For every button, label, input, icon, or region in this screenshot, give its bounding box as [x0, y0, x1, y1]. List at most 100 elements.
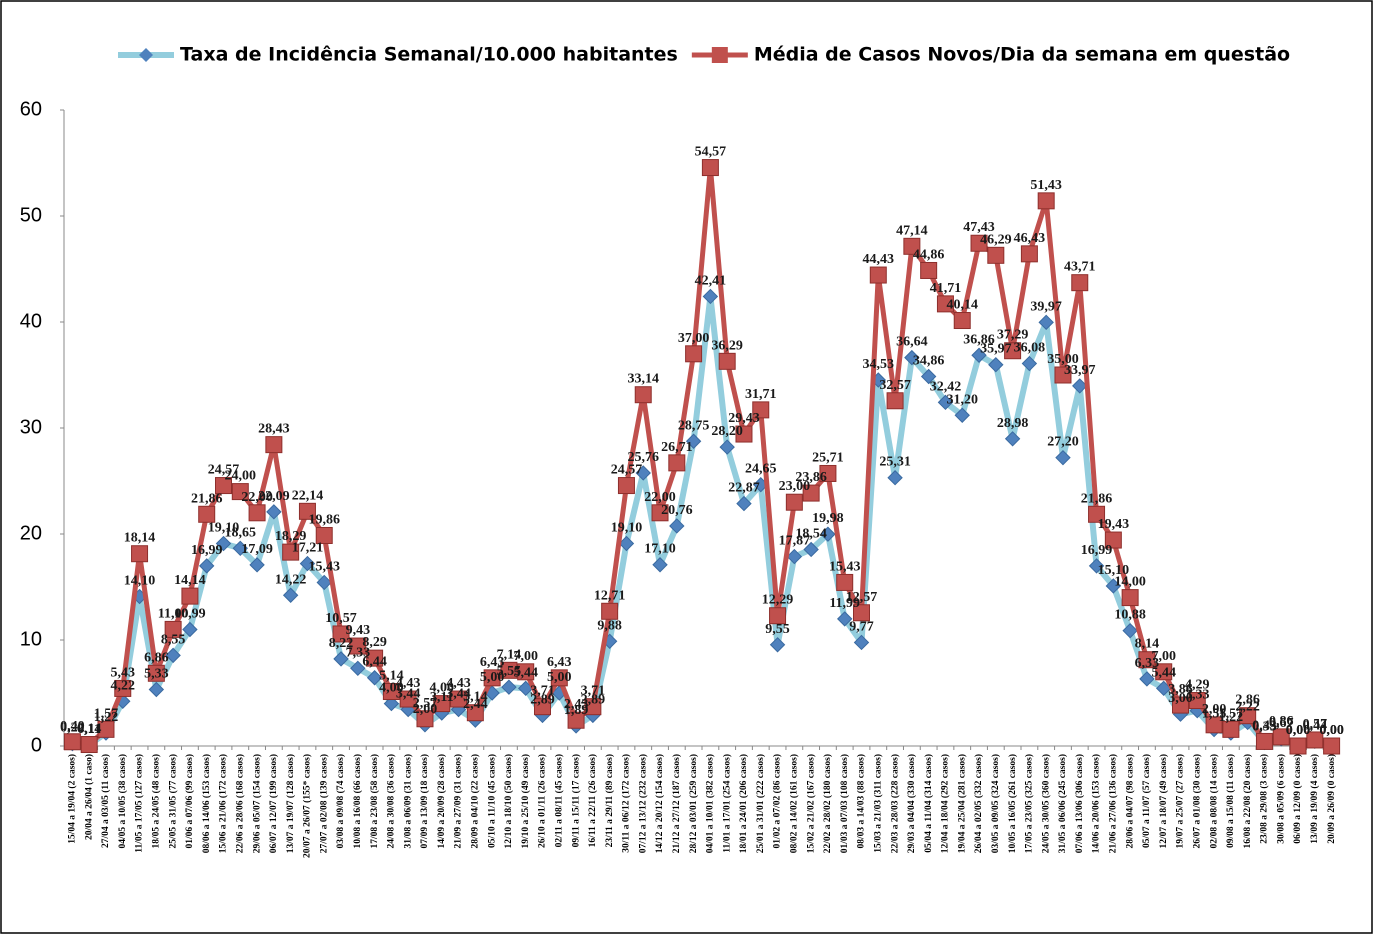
square-marker — [164, 620, 182, 638]
square-marker — [651, 504, 669, 522]
square-marker — [735, 425, 753, 443]
diamond-marker — [199, 558, 215, 574]
data-label: 36,86 — [963, 332, 995, 347]
data-label: 31,20 — [946, 392, 978, 407]
square-marker — [215, 477, 232, 495]
x-tick-label: 19/10 a 25/10 (49 casos) — [520, 754, 531, 848]
data-label: 23,86 — [795, 470, 827, 485]
x-tick-label: 04/05 a 10/05 (38 casos) — [117, 754, 128, 848]
diamond-marker — [937, 394, 954, 411]
data-label: 7,00 — [513, 649, 538, 664]
square-marker — [248, 504, 266, 522]
x-tick-label: 12/07 a 18/07 (49 casos) — [1158, 754, 1169, 848]
data-label: 21,86 — [1081, 491, 1113, 506]
diamond-marker — [618, 535, 635, 552]
x-tick-label: 20/07 a 26/07 (155* casos) — [302, 754, 313, 858]
data-label: 1,89 — [564, 703, 589, 718]
data-label: 22,00 — [241, 490, 273, 505]
data-label: 9,77 — [849, 619, 874, 634]
data-label: 36,08 — [1014, 341, 1046, 356]
data-label: 0,67 — [1269, 716, 1294, 731]
square-marker — [1037, 192, 1055, 210]
diamond-marker — [316, 574, 332, 591]
data-label: 4,22 — [111, 678, 136, 693]
diamond-marker — [920, 368, 937, 385]
data-label: 0,11 — [77, 722, 101, 737]
data-label: 2,86 — [1235, 693, 1260, 708]
square-marker — [836, 573, 854, 591]
data-label: 5,00 — [547, 670, 572, 685]
diamond-marker — [988, 357, 1004, 373]
square-marker — [1104, 531, 1122, 549]
data-label: 33,97 — [1064, 363, 1096, 378]
data-label: 25,76 — [627, 450, 659, 465]
diamond-marker — [736, 495, 752, 512]
data-label: 32,42 — [930, 379, 962, 394]
data-label: 2,44 — [463, 697, 488, 712]
square-marker — [416, 710, 434, 728]
x-tick-label: 06/07 a 12/07 (199 casos) — [268, 754, 279, 853]
diamond-marker — [954, 407, 970, 423]
square-marker — [1239, 707, 1257, 725]
x-tick-label: 26/10 a 01/11 (26 casos) — [537, 754, 548, 848]
data-label: 2,57 — [413, 696, 438, 711]
x-tick-label: 13/09 a 19/09 (4 casos) — [1309, 754, 1320, 844]
legend-label: Média de Casos Novos/Dia da semana em qu… — [754, 44, 1290, 66]
x-tick-label: 22/06 a 28/06 (168 casos) — [234, 754, 245, 853]
x-tick-label: 10/05 a 16/05 (261 casos) — [1007, 754, 1018, 853]
y-tick-label: 30 — [20, 416, 42, 438]
square-marker — [1004, 342, 1022, 360]
data-label: 17,87 — [779, 534, 811, 549]
data-label: 3,00 — [1168, 691, 1193, 706]
data-label: 4,43 — [396, 676, 421, 691]
diamond-marker — [333, 651, 349, 667]
diamond-marker — [769, 637, 786, 653]
data-label: 1,22 — [94, 710, 119, 725]
diamond-marker — [148, 681, 165, 698]
data-label: 0,00 — [1286, 723, 1311, 738]
data-label: 37,29 — [997, 328, 1029, 343]
data-label: 40,14 — [946, 298, 978, 313]
data-label: 6,43 — [547, 655, 572, 670]
square-marker — [1054, 366, 1072, 384]
x-tick-label: 28/06 a 04/07 (98 casos) — [1124, 754, 1135, 848]
square-marker — [718, 352, 736, 370]
square-marker — [1188, 692, 1206, 710]
diamond-marker — [669, 518, 685, 534]
data-label: 7,33 — [346, 645, 371, 660]
x-tick-label: 22/02 a 28/02 (180 casos) — [822, 754, 833, 853]
data-label: 3,86 — [1168, 682, 1193, 697]
square-marker — [1088, 505, 1106, 523]
data-label: 3,71 — [530, 684, 555, 699]
x-tick-label: 20/09 a 26/09 (0 casos) — [1326, 754, 1337, 844]
x-tick-label: 26/04 a 02/05 (332 casos) — [973, 754, 984, 853]
data-label: 14,22 — [275, 572, 307, 587]
data-label: 25,71 — [812, 450, 844, 465]
data-label: 18,54 — [795, 526, 827, 541]
data-label: 18,29 — [275, 529, 307, 544]
data-label: 39,97 — [1030, 299, 1062, 314]
legend-marker — [711, 47, 728, 63]
diamond-marker — [366, 670, 383, 686]
data-label: 51,43 — [1030, 178, 1062, 193]
data-label: 4,00 — [430, 681, 455, 696]
x-tick-label: 08/02 a 14/02 (161 casos) — [789, 754, 800, 853]
data-label: 19,98 — [812, 511, 844, 526]
x-tick-label: 26/07 a 01/08 (30 casos) — [1191, 754, 1202, 848]
data-label: 29,43 — [728, 411, 760, 426]
x-tick-label: 27/07 a 02/08 (139 casos) — [318, 754, 329, 853]
data-label: 17,09 — [241, 542, 273, 557]
square-marker — [953, 312, 971, 330]
data-label: 4,29 — [1185, 678, 1210, 693]
data-label: 18,65 — [225, 525, 257, 540]
square-marker — [853, 604, 870, 622]
data-label: 46,29 — [980, 232, 1012, 247]
data-label: 2,43 — [564, 697, 589, 712]
data-label: 10,88 — [1114, 608, 1146, 623]
data-label: 5,55 — [497, 664, 522, 679]
data-label: 46,43 — [1014, 231, 1046, 246]
x-tick-label: 23/11 a 29/11 (89 casos) — [604, 754, 615, 847]
x-tick-label: 30/08 a 05/09 (6 casos) — [1275, 754, 1286, 844]
x-tick-label: 15/02 a 21/02 (167 casos) — [805, 754, 816, 853]
square-marker — [903, 237, 921, 255]
